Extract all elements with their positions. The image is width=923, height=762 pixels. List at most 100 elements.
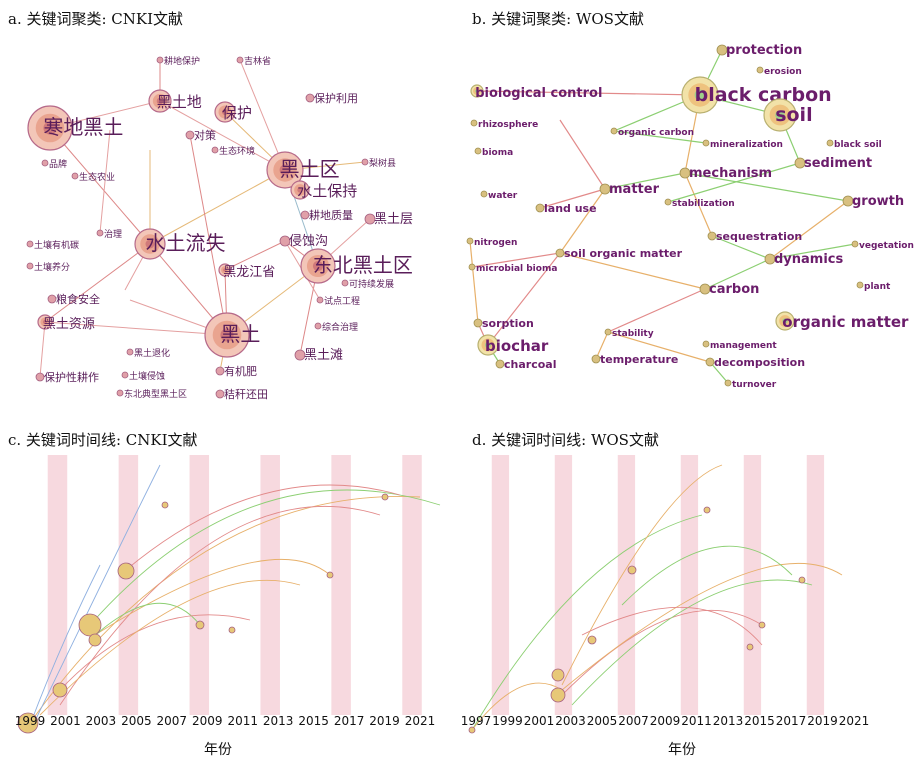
keyword-node: nitrogen [466, 237, 517, 248]
year-label: 2005 [121, 714, 152, 728]
keyword-node: 秸秆还田 [215, 388, 268, 401]
keyword-node: 治理 [96, 228, 122, 240]
keyword-node: 保护利用 [305, 91, 358, 105]
keyword-label: 东北黑土区 [313, 253, 413, 277]
keyword-node: 保护 [214, 101, 252, 123]
keyword-label: turnover [732, 380, 777, 390]
keyword-label: matter [609, 182, 660, 197]
year-label: 2019 [807, 714, 838, 728]
keyword-label: rhizosphere [478, 120, 538, 130]
keyword-label: land use [544, 202, 597, 215]
cnki-cluster-network: 寒地黑土黑土地保护黑土区水土保持水土流失东北黑土区黑土黑龙江省黑土资源侵蚀沟黑土… [26, 55, 413, 401]
keyword-label: 试点工程 [324, 295, 360, 307]
keyword-node: rhizosphere [470, 119, 538, 130]
timeline-node [627, 565, 637, 575]
year-label: 1999 [15, 714, 46, 728]
keyword-node: 水土流失 [134, 228, 226, 260]
keyword-node: turnover [724, 379, 777, 390]
timeline-node [161, 501, 169, 509]
keyword-label: biological control [475, 86, 602, 101]
keyword-label: 黑土退化 [134, 347, 170, 359]
keyword-node: 黑土 [204, 312, 260, 358]
keyword-label: dynamics [774, 252, 844, 267]
keyword-label: sediment [804, 156, 872, 171]
year-label: 2015 [744, 714, 775, 728]
panel-c-xlabel: 年份 [204, 742, 232, 758]
year-stripe [331, 455, 351, 715]
keyword-label: black carbon [695, 84, 832, 106]
cnki-timeline-arcs [29, 464, 441, 726]
year-label: 1997 [462, 714, 491, 728]
keyword-label: 黑土滩 [304, 348, 343, 363]
keyword-node: 品牌 [41, 158, 67, 170]
keyword-label: 保护利用 [314, 91, 358, 105]
keyword-label: vegetation [859, 241, 914, 251]
keyword-label: bioma [482, 148, 513, 158]
year-label: 2021 [405, 714, 436, 728]
keyword-node: 综合治理 [314, 321, 358, 333]
keyword-node: stabilization [664, 198, 735, 209]
panel-b: b. 关键词聚类: WOS文献 black carbon soil biochar o… [462, 0, 923, 420]
year-label: 2001 [524, 714, 555, 728]
keyword-node: bioma [474, 147, 513, 158]
keyword-node: 生态农业 [71, 171, 115, 183]
year-stripe [118, 455, 139, 715]
keyword-node: water [480, 190, 518, 201]
cnki-year-labels: 1999 2001 2003 2005 2007 2009 2011 2013 2015 2017… [15, 714, 436, 728]
panel-b-title: b. 关键词聚类: WOS文献 [472, 10, 644, 28]
keyword-label: microbial bioma [476, 264, 557, 274]
timeline-node [381, 493, 389, 501]
keyword-node: 耕地质量 [300, 208, 353, 222]
keyword-label: 生态环境 [219, 145, 255, 157]
keyword-label: water [488, 191, 518, 201]
keyword-node: sorption [473, 317, 534, 330]
year-stripe [554, 455, 573, 715]
keyword-label: decomposition [714, 356, 805, 369]
keyword-label: black soil [834, 140, 882, 150]
keyword-node: 黑龙江省 [218, 263, 275, 280]
keyword-label: 水土流失 [146, 231, 226, 255]
keyword-node: 土壤有机碳 [26, 239, 79, 251]
year-stripe [743, 455, 762, 715]
keyword-node: organic carbon [610, 127, 694, 138]
keyword-label: 黑土区 [280, 157, 340, 181]
keyword-label: 秸秆还田 [224, 388, 268, 401]
keyword-label: 对策 [194, 128, 216, 142]
keyword-node: sediment [794, 156, 872, 171]
year-label: 2009 [650, 714, 681, 728]
year-label: 2003 [555, 714, 586, 728]
keyword-node: 土壤侵蚀 [121, 370, 165, 382]
keyword-node: carbon [699, 282, 759, 297]
year-label: 2001 [50, 714, 81, 728]
keyword-node: land use [535, 202, 597, 215]
year-label: 2007 [618, 714, 649, 728]
keyword-node: 东北典型黑土区 [116, 388, 187, 400]
keyword-node: stability [604, 328, 654, 339]
keyword-label: protection [726, 43, 802, 58]
keyword-label: 可持续发展 [349, 278, 394, 290]
keyword-label: 有机肥 [224, 364, 257, 378]
panel-d: d. 关键词时间线: WOS文献 1997 1999 2001 2003 2005 200… [462, 425, 923, 762]
keyword-label: growth [852, 194, 904, 209]
keyword-node: 有机肥 [215, 364, 257, 378]
timeline-node [117, 562, 135, 580]
keyword-label: organic carbon [618, 128, 694, 138]
year-stripe [806, 455, 825, 715]
keyword-label: soil organic matter [564, 247, 683, 260]
keyword-node: 保护性耕作 [35, 370, 99, 384]
cnki-timeline-stripes [47, 455, 422, 715]
keyword-label: 保护性耕作 [44, 370, 99, 384]
year-stripe [402, 455, 422, 715]
year-label: 2011 [681, 714, 712, 728]
year-stripe [491, 455, 510, 715]
keyword-label: 黑土资源 [43, 317, 95, 332]
keyword-node: 吉林省 [236, 55, 271, 67]
keyword-node: 黑土退化 [126, 347, 170, 359]
panel-d-title: d. 关键词时间线: WOS文献 [472, 431, 659, 449]
wos-year-labels: 1997 1999 2001 2003 2005 2007 2009 2011 2013 2015… [462, 714, 869, 728]
timeline-node [703, 506, 711, 514]
keyword-node: soil organic matter [555, 247, 683, 260]
timeline-node [551, 668, 565, 682]
keyword-label: 黑龙江省 [223, 265, 275, 280]
